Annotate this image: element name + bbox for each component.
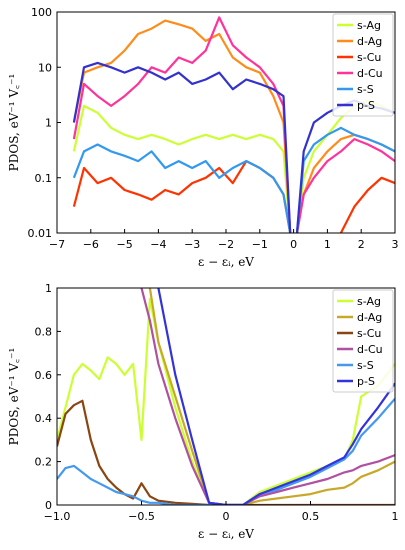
- plot-lines: [72, 16, 395, 233]
- x-tick-label: −3: [184, 238, 200, 251]
- series-line: [72, 126, 395, 233]
- x-tick-label: 3: [392, 238, 399, 251]
- legend-label: p-S: [357, 99, 375, 112]
- series-line: [157, 288, 395, 505]
- x-tick-label: −7: [49, 238, 65, 251]
- x-tick-label: 1: [324, 238, 331, 251]
- y-tick-label: 0.01: [28, 227, 53, 240]
- y-tick-label: 0.1: [35, 172, 53, 185]
- series-line: [72, 16, 395, 233]
- x-tick-label: −4: [150, 238, 166, 251]
- legend-label: s-Ag: [357, 19, 381, 32]
- legend-box: [332, 13, 394, 117]
- y-tick-label: 10: [38, 61, 52, 74]
- x-tick-label: 0: [223, 510, 230, 523]
- series-line: [57, 399, 395, 505]
- x-tick-label: 0.5: [302, 510, 320, 523]
- y-tick-label: 0.2: [35, 456, 53, 469]
- x-axis-label: ε − εᵢ, eV: [198, 255, 254, 269]
- x-tick-label: 0: [290, 238, 297, 251]
- x-tick-label: −0.5: [128, 510, 155, 523]
- legend-label: s-S: [357, 359, 374, 372]
- x-axis-label: ε − εᵢ, eV: [198, 527, 254, 541]
- y-tick-label: 1: [45, 117, 52, 130]
- x-tick-label: −2: [218, 238, 234, 251]
- legend-label: s-Ag: [357, 295, 381, 308]
- y-axis-label: PDOS, eV⁻¹ V꜀⁻¹: [7, 348, 21, 446]
- y-tick-label: 0.4: [35, 412, 53, 425]
- y-tick-label: 0.6: [35, 369, 53, 382]
- legend-label: d-Ag: [357, 311, 382, 324]
- series-line: [148, 288, 395, 505]
- legend-label: d-Cu: [357, 67, 383, 80]
- series-line: [72, 160, 395, 233]
- series-line: [57, 397, 395, 505]
- y-tick-label: 0.8: [35, 325, 53, 338]
- legend-label: s-S: [357, 83, 374, 96]
- y-tick-label: 100: [31, 6, 52, 19]
- x-tick-label: −1: [252, 238, 268, 251]
- legend-box: [332, 289, 394, 393]
- legend-label: p-S: [357, 375, 375, 388]
- y-axis-label: PDOS, eV⁻¹ V꜀⁻¹: [7, 74, 21, 172]
- x-tick-label: −6: [83, 238, 99, 251]
- legend-label: d-Cu: [357, 343, 383, 356]
- x-tick-label: −1.0: [44, 510, 71, 523]
- x-tick-label: 1: [392, 510, 399, 523]
- x-tick-label: −5: [116, 238, 132, 251]
- series-line: [140, 288, 395, 505]
- legend-label: d-Ag: [357, 35, 382, 48]
- y-tick-label: 0: [45, 499, 52, 512]
- x-tick-label: 2: [358, 238, 365, 251]
- plot-lines: [57, 288, 395, 505]
- legend-label: s-Cu: [357, 51, 381, 64]
- legend-label: s-Cu: [357, 327, 381, 340]
- y-tick-label: 1: [45, 282, 52, 295]
